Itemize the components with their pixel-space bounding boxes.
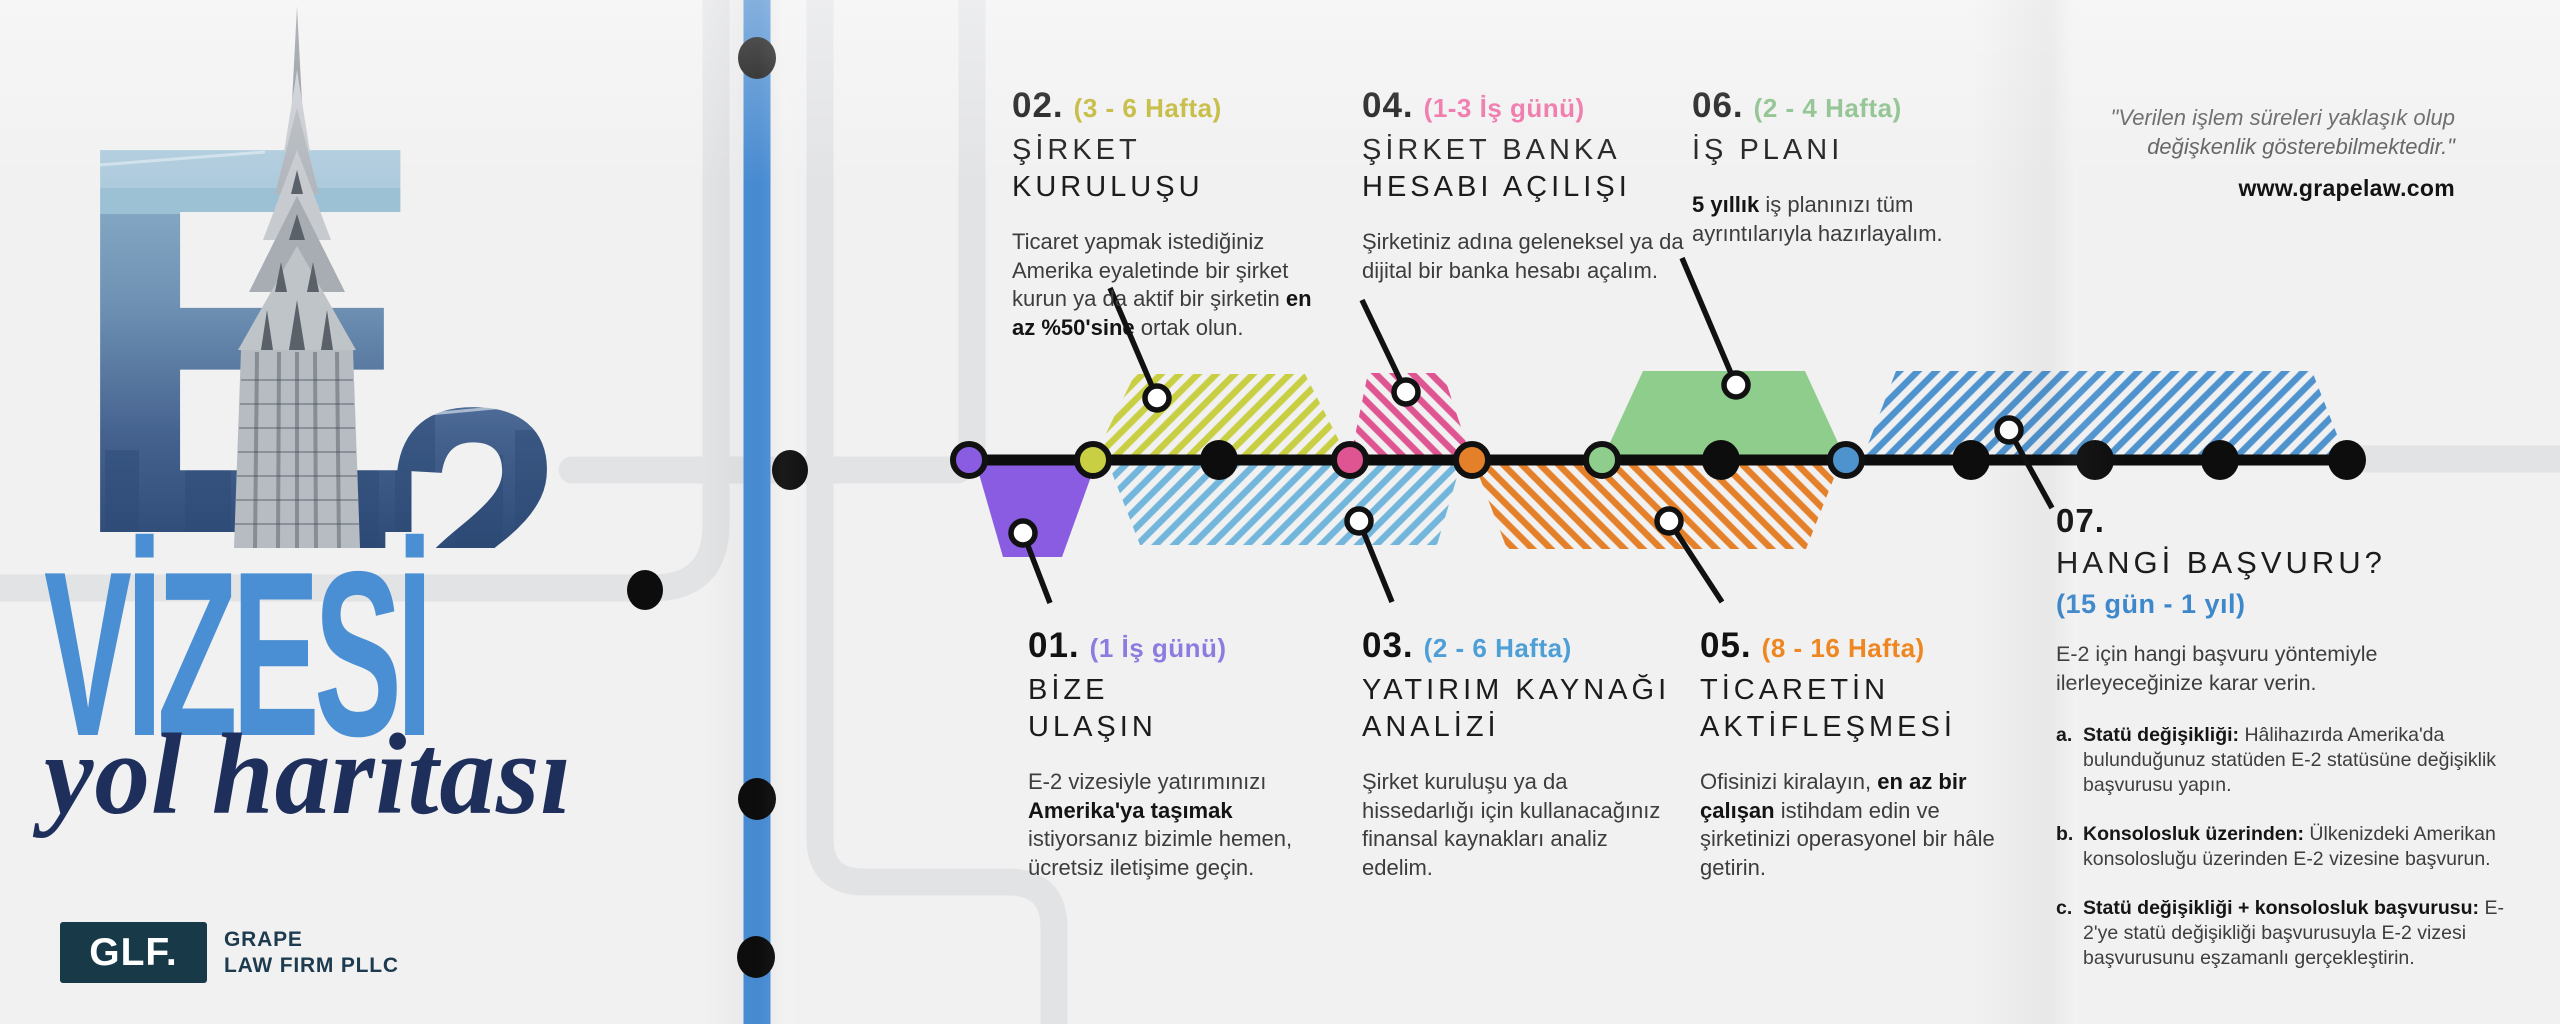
glf-logo: GLF. GRAPE LAW FIRM PLLC bbox=[60, 922, 399, 983]
step-heading: HANGİ BAŞVURU? bbox=[2056, 545, 2386, 580]
step-duration: (1-3 İş günü) bbox=[1423, 93, 1585, 123]
step-05-block: 05. (8 - 16 Hafta) TİCARETİN AKTİFLEŞMESİ… bbox=[1700, 626, 2018, 882]
step-duration: (3 - 6 Hafta) bbox=[1073, 93, 1222, 123]
option-label: b. bbox=[2056, 823, 2074, 845]
step-number: 02. bbox=[1012, 86, 1064, 125]
step-body: Ofisinizi kiralayın, en az bir çalışan i… bbox=[1700, 769, 1995, 880]
station-dot-05 bbox=[1453, 441, 1491, 479]
background-line-nodes bbox=[627, 37, 808, 978]
step-body: Şirket kuruluşu ya da hissedarlığı için … bbox=[1362, 769, 1661, 880]
step-duration: (15 gün - 1 yıl) bbox=[2056, 589, 2246, 619]
step-03-block: 03. (2 - 6 Hafta) YATIRIM KAYNAĞI ANALİZİ… bbox=[1362, 626, 1674, 882]
website-link[interactable]: www.grapelaw.com bbox=[2238, 175, 2455, 201]
step-heading: ŞİRKET BANKA HESABI AÇILIŞI bbox=[1362, 134, 1631, 203]
step-04-block: 04. (1-3 İş günü) ŞİRKET BANKA HESABI AÇI… bbox=[1362, 86, 1694, 285]
step-duration: (2 - 6 Hafta) bbox=[1423, 633, 1572, 663]
option-label: c. bbox=[2056, 897, 2073, 919]
step-body: Şirketiniz adına geleneksel ya da dijita… bbox=[1362, 229, 1684, 283]
step-05-shape bbox=[1473, 460, 1841, 549]
step-heading: TİCARETİN AKTİFLEŞMESİ bbox=[1700, 674, 1956, 743]
option-item-b: b. Konsolosluk üzerinden: Ülkenizdeki Am… bbox=[2056, 823, 2496, 870]
glf-firm-name: GRAPE LAW FIRM PLLC bbox=[224, 927, 399, 977]
glf-logo-mark: GLF. bbox=[60, 922, 207, 983]
step-body: 5 yıllık iş planınızı tüm ayrıntılarıyla… bbox=[1692, 192, 1943, 246]
step-06-block: 06. (2 - 4 Hafta) İŞ PLANI 5 yıllık iş pl… bbox=[1692, 86, 1992, 248]
step-01-block: 01. (1 İş günü) BİZE ULAŞIN E-2 vizesiyle… bbox=[1028, 626, 1340, 882]
step-heading: BİZE ULAŞIN bbox=[1028, 674, 1157, 743]
step-07-shape bbox=[1862, 371, 2347, 460]
timeline-transfer-nodes bbox=[1200, 440, 2366, 480]
station-dot-04 bbox=[1331, 441, 1369, 479]
step-body: E-2 vizesiyle yatırımınızı Amerika'ya ta… bbox=[1028, 769, 1293, 880]
brand-title-yol-haritasi: yol haritası bbox=[44, 711, 573, 839]
step-01-shape bbox=[975, 460, 1097, 557]
application-options-list: a. Statü değişikliği: Hâlihazırda Amerik… bbox=[2056, 723, 2511, 971]
step-07-block: 07. HANGİ BAŞVURU? (15 gün - 1 yıl) E-2 … bbox=[2056, 502, 2511, 995]
option-label: a. bbox=[2056, 724, 2073, 746]
step-number: 06. bbox=[1692, 86, 1744, 125]
step-02-block: 02. (3 - 6 Hafta) ŞİRKET KURULUŞU Ticaret… bbox=[1012, 86, 1327, 342]
option-item-c: c. Statü değişikliği + konsolosluk başvu… bbox=[2056, 897, 2504, 969]
step-number: 03. bbox=[1362, 626, 1414, 665]
station-dot-06 bbox=[1583, 441, 1621, 479]
disclaimer-note: "Verilen işlem süreleri yaklaşık olup de… bbox=[2111, 103, 2455, 202]
station-dot-07 bbox=[1827, 441, 1865, 479]
step-heading: ŞİRKET KURULUŞU bbox=[1012, 134, 1204, 203]
step-number: 07. bbox=[2056, 502, 2105, 539]
disclaimer-quote: "Verilen işlem süreleri yaklaşık olup de… bbox=[2110, 105, 2455, 159]
glf-logo-abbr: GLF. bbox=[89, 930, 178, 974]
chrysler-tower-illustration bbox=[234, 6, 360, 548]
step-heading: YATIRIM KAYNAĞI ANALİZİ bbox=[1362, 674, 1671, 743]
step-03-shape bbox=[1107, 460, 1462, 545]
option-item-a: a. Statü değişikliği: Hâlihazırda Amerik… bbox=[2056, 724, 2497, 796]
timeline-station-dots bbox=[950, 441, 1865, 479]
step-duration: (2 - 4 Hafta) bbox=[1753, 93, 1902, 123]
step-04-shape bbox=[1350, 373, 1472, 460]
brand-emblem: E -2 bbox=[35, 0, 580, 548]
step-number: 04. bbox=[1362, 86, 1414, 125]
step-duration: (1 İş günü) bbox=[1089, 633, 1227, 663]
station-dot-02 bbox=[1074, 441, 1112, 479]
station-dot-01 bbox=[950, 441, 988, 479]
step-duration: (8 - 16 Hafta) bbox=[1761, 633, 1925, 663]
step-06-shape bbox=[1602, 371, 1846, 460]
step-number: 01. bbox=[1028, 626, 1080, 665]
step-number: 05. bbox=[1700, 626, 1752, 665]
step-body: Ticaret yapmak istediğiniz Amerika eyale… bbox=[1012, 229, 1312, 340]
step-heading: İŞ PLANI bbox=[1692, 134, 1844, 166]
callout-rings bbox=[1008, 370, 2024, 548]
callout-lines bbox=[1020, 256, 2055, 604]
step-body: E-2 için hangi başvuru yöntemiyle ilerle… bbox=[2056, 642, 2378, 695]
brand-title-vizesi: VİZESİ bbox=[44, 522, 433, 785]
